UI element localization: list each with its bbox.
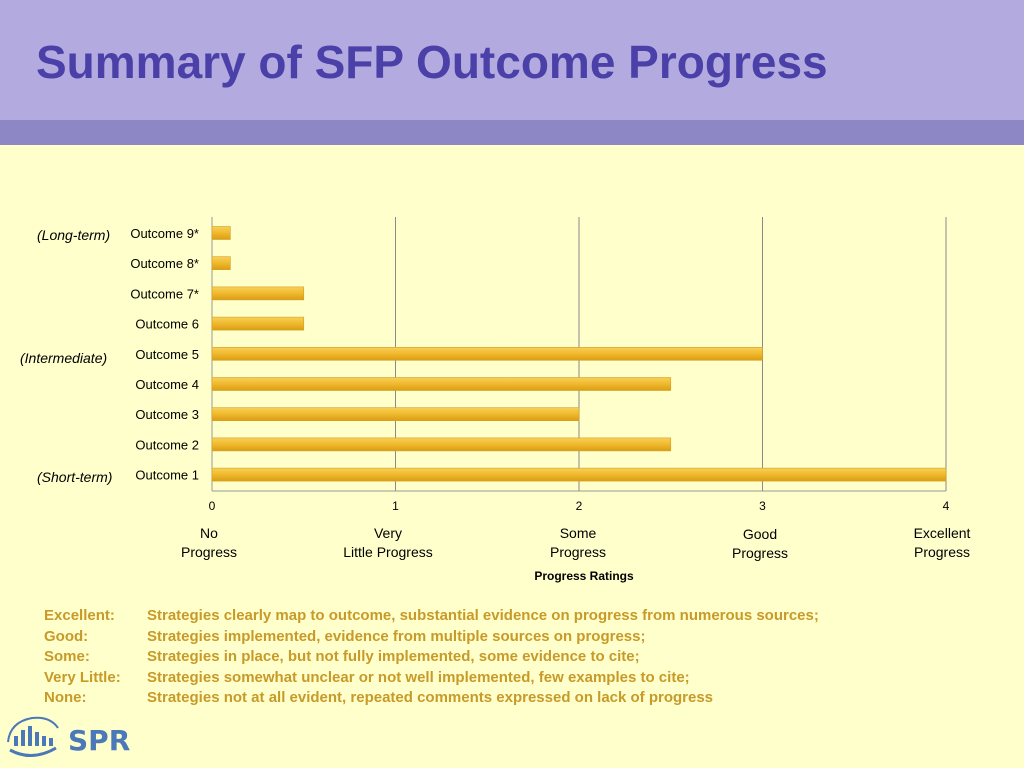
rating-label-some-progress: Some Progress (549, 525, 607, 560)
legend-description: Strategies implemented, evidence from mu… (147, 627, 646, 645)
legend-description: Strategies not at all evident, repeated … (147, 689, 714, 706)
group-label-long-term: (Long-term) (37, 227, 111, 243)
legend-row-very-little: Very Little: Strategies somewhat unclear… (44, 668, 819, 689)
x-axis-ticks: 0 1 2 3 4 (209, 499, 950, 513)
legend-term: Very Little: (44, 668, 121, 686)
bar (211, 437, 672, 452)
slide-title: Summary of SFP Outcome Progress (36, 36, 828, 88)
legend-row-good: Good: Strategies implemented, evidence f… (44, 627, 819, 648)
title-banner-stripe (0, 120, 1024, 145)
category-labels: Outcome 9* Outcome 8* Outcome 7* Outcome 6 O… (130, 226, 199, 483)
legend-row-some: Some: Strategies in place, but not fully… (44, 647, 819, 668)
category-label: Outcome 8* (130, 256, 199, 271)
title-banner (0, 0, 1024, 120)
logo-text: SPR (68, 724, 131, 757)
legend-term: Some: (44, 648, 90, 665)
rating-label-no-progress: No Progress (180, 525, 238, 560)
category-label: Outcome 4 (135, 377, 199, 392)
x-axis-title: Progress Ratings (534, 569, 634, 583)
category-label: Outcome 3 (135, 407, 199, 422)
category-label: Outcome 7* (130, 286, 199, 301)
x-tick-label: 0 (209, 499, 216, 513)
legend-term: Good: (44, 627, 89, 645)
category-label: Outcome 1 (135, 468, 199, 483)
category-label: Outcome 2 (135, 437, 199, 452)
legend-row-none: None: Strategies not at all evident, rep… (44, 688, 819, 709)
x-tick-label: 4 (943, 499, 950, 513)
bar (211, 316, 305, 331)
category-label: Outcome 9* (130, 226, 199, 241)
x-tick-label: 3 (759, 499, 766, 513)
bar (211, 467, 947, 482)
legend-description: Strategies somewhat unclear or not well … (147, 668, 690, 686)
rating-label-excellent-progress: Excellent Progress (913, 525, 971, 560)
category-label: Outcome 6 (135, 317, 199, 332)
legend-description: Strategies in place, but not fully imple… (147, 648, 640, 665)
group-label-short-term: (Short-term) (37, 469, 113, 485)
bar (211, 256, 231, 271)
bar (211, 226, 231, 240)
category-label: Outcome 5 (135, 347, 199, 362)
legend-description: Strategies clearly map to outcome, subst… (147, 607, 819, 624)
bar (211, 407, 580, 421)
logo-mark-icon (7, 716, 59, 757)
bar (211, 377, 672, 391)
bar (211, 286, 305, 301)
rating-label-very-little-progress: Very Little Progress (343, 525, 433, 560)
spr-logo: SPR (4, 712, 130, 762)
x-tick-label: 1 (392, 499, 399, 513)
bar (211, 347, 763, 361)
legend-term: None: (44, 689, 87, 706)
group-label-intermediate: (Intermediate) (20, 350, 108, 366)
rating-legend: Excellent: Strategies clearly map to out… (44, 606, 819, 709)
legend-term: Excellent: (44, 607, 115, 624)
chart-bars (211, 226, 947, 482)
legend-row-excellent: Excellent: Strategies clearly map to out… (44, 606, 819, 627)
progress-bar-chart: Outcome 9* Outcome 8* Outcome 7* Outcome 6 O… (130, 217, 950, 513)
x-tick-label: 2 (576, 499, 583, 513)
rating-label-good-progress: Good Progress (731, 526, 789, 561)
